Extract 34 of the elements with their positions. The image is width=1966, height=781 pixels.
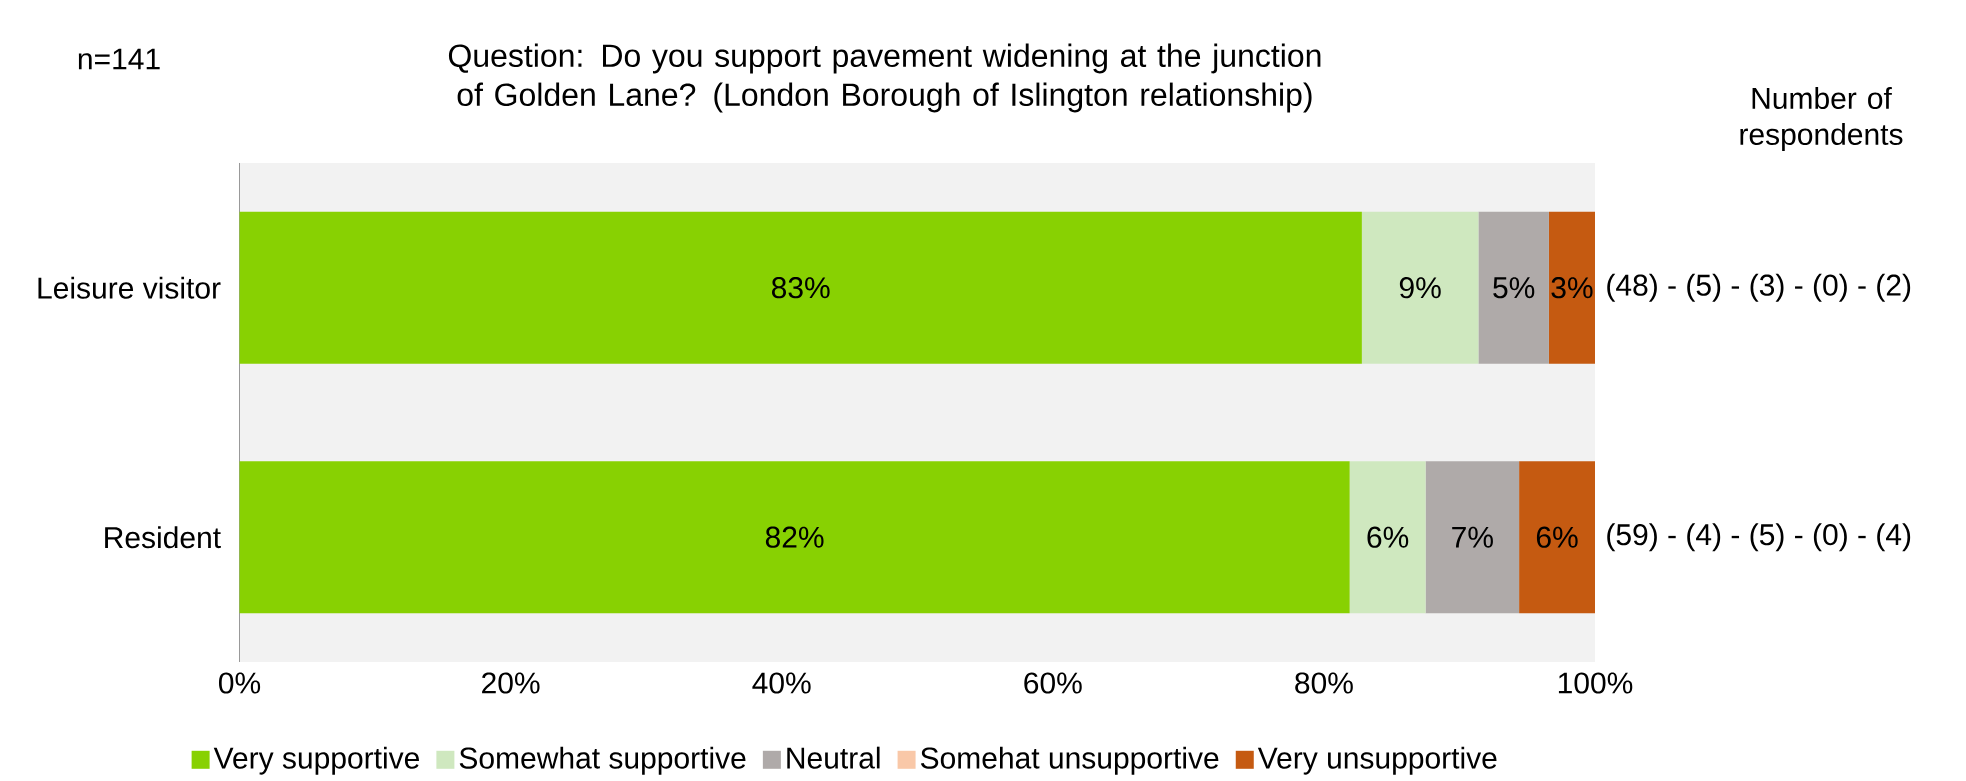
data-label: 3% [1551, 277, 1593, 299]
text: Number of respondents [1740, 87, 1903, 151]
x-tick-label: 100% [1558, 672, 1633, 694]
legend-label: Very unsupportive [1257, 746, 1497, 775]
data-label: 83% [771, 277, 830, 299]
x-tick-label: 80% [1295, 672, 1353, 694]
y-tick-label: Leisure visitor [38, 276, 221, 299]
y-tick-label: Resident [105, 526, 221, 549]
text: (59) - (4) - (5) - (0) - (4) [1607, 523, 1911, 552]
text: n=141 [78, 48, 160, 70]
data-label: 6% [1367, 526, 1409, 548]
bar [1425, 461, 1520, 614]
bar [1548, 211, 1595, 364]
bar [1519, 461, 1595, 614]
legend-label: Somehat unsupportive [920, 746, 1219, 775]
x-tick-label: 60% [1024, 672, 1082, 694]
x-tick-label: 0% [218, 672, 261, 694]
data-label: 7% [1452, 526, 1493, 548]
bar [239, 211, 1362, 364]
data-label: 82% [765, 526, 824, 548]
chart-title: Question: Do you support pavement widening at the junction of Golden Lane? (London Borough of Islington relationship) [448, 43, 1321, 113]
x-tick-label: 40% [752, 672, 811, 694]
text: (48) - (5) - (3) - (0) - (2) [1607, 273, 1911, 302]
bar [239, 461, 1350, 614]
data-label: 5% [1493, 277, 1535, 299]
bar [1478, 211, 1549, 364]
legend-label: Very supportive [213, 746, 419, 775]
bar [1349, 461, 1426, 614]
bar [1361, 211, 1479, 364]
legend-label: Neutral [787, 746, 880, 769]
data-label: 9% [1399, 277, 1441, 299]
legend-label: Somewhat supportive [459, 746, 746, 775]
x-tick-label: 20% [482, 672, 540, 694]
data-label: 6% [1536, 526, 1578, 548]
